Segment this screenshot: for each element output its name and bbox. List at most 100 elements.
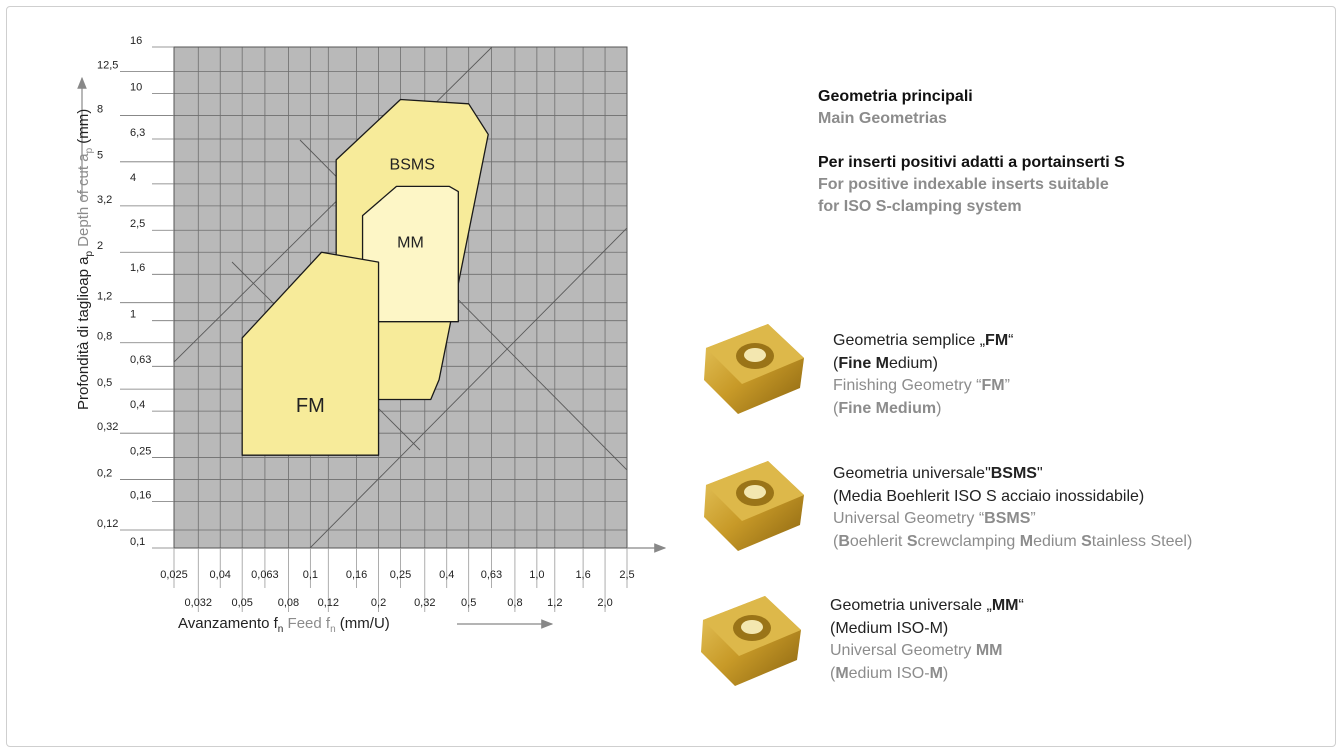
text-segment: “ [1018, 597, 1024, 614]
text-segment: “ [1008, 332, 1014, 349]
x-tick-label: 0,04 [210, 569, 231, 581]
text-segment: Finishing Geometry “ [833, 377, 982, 394]
region [241, 251, 380, 456]
text-segment: S [906, 532, 918, 550]
axis-title-part: Feed f [283, 615, 331, 632]
insert-line: Universal Geometry “BSMS” [833, 508, 1192, 531]
x-tick-label: 0,032 [185, 597, 213, 609]
insert-line: (Medium ISO-M) [830, 618, 1024, 641]
axis-title-part: (mm/U) [336, 615, 390, 632]
text-segment: Fine Medium [838, 399, 937, 417]
frame [6, 6, 1336, 747]
text-segment: BSMS [984, 510, 1031, 527]
insert-line: (Fine Medium) [833, 398, 1013, 421]
text-segment: ) [942, 664, 949, 682]
x-tick-label: 0,08 [278, 597, 299, 609]
axis-title-part: Depth of cut a [75, 153, 92, 251]
insert-line: Geometria universale „MM“ [830, 595, 1024, 618]
y-tick-label: 0,1 [130, 536, 145, 548]
text-segment: FM [985, 332, 1009, 349]
x-tick-label: 0,1 [303, 569, 318, 581]
x-tick-label: 1,2 [547, 597, 562, 609]
x-axis-title: Avanzamento fn Feed fn (mm/U) [178, 615, 390, 635]
x-tick-label: 0,8 [507, 597, 522, 609]
y-tick-label: 10 [130, 81, 142, 93]
text-segment: ” [1004, 377, 1010, 394]
axis-title-part: n [330, 624, 336, 635]
insert-line: Geometria semplice „FM“ [833, 330, 1013, 353]
text-segment: FM [981, 377, 1005, 394]
y-tick-label: 0,8 [97, 331, 112, 343]
axis-title-part: p [84, 147, 95, 153]
text-segment: ” [1030, 510, 1036, 527]
y-tick-label: 0,5 [97, 377, 112, 389]
text-segment: ) [936, 399, 942, 417]
text-segment: Geometria universale „ [830, 597, 992, 614]
insert-image [704, 324, 804, 414]
x-tick-label: 0,063 [251, 569, 279, 581]
text-segment: Universal Geometry “ [833, 510, 985, 527]
info: Geometria principali Main Geometrias Per… [818, 86, 1125, 218]
insert-image [704, 461, 804, 551]
text-segment: MM [991, 597, 1019, 614]
axis-title-part: p [84, 251, 95, 257]
info-subtitle: Per inserti positivi adatti a portainser… [818, 154, 1125, 171]
x-tick-label: 2,5 [619, 569, 634, 581]
info-title-en: Main Geometrias [818, 110, 947, 127]
insert-line: (Boehlerit Screwclamping Medium Stainles… [833, 531, 1192, 554]
y-tick-label: 8 [97, 103, 103, 115]
x-tick-label: 0,25 [390, 569, 411, 581]
text-segment: tainless Steel) [1091, 532, 1193, 550]
y-tick-label: 16 [130, 35, 142, 47]
x-tick-label: 0,63 [481, 569, 502, 581]
y-tick-label: 0,12 [97, 518, 118, 530]
y-tick-label: 0,63 [130, 354, 151, 366]
text-segment: ( [833, 532, 839, 550]
text-segment: M [1019, 532, 1034, 550]
y-tick-label: 2 [97, 240, 103, 252]
x-tick-label: 0,05 [231, 597, 252, 609]
axis-title-part: Avanzamento f [178, 615, 279, 632]
y-tick-label: 4 [130, 172, 136, 184]
x-tick-label: 0,025 [160, 569, 188, 581]
y-tick-label: 0,16 [130, 490, 151, 502]
info-subtitle-en: for ISO S-clamping system [818, 198, 1022, 215]
insert-line: Finishing Geometry “FM” [833, 375, 1013, 398]
y-tick-label: 1,2 [97, 291, 112, 303]
text-segment: crewclamping [917, 532, 1020, 550]
text-segment: Universal Geometry [830, 642, 976, 659]
text-segment: (Media Boehlerit ISO S acciaio inossidab… [833, 487, 1145, 505]
insert-description: Geometria universale „MM“ (Medium ISO-M) U… [830, 595, 1024, 685]
region-label: FM [296, 395, 325, 417]
text-segment: BSMS [990, 465, 1037, 482]
y-tick-label: 3,2 [97, 194, 112, 206]
y-tick-label: 0,2 [97, 467, 112, 479]
insert-image [701, 596, 801, 686]
text-segment: edium [1033, 532, 1082, 550]
info-title: Geometria principali [818, 88, 973, 105]
x-tick-label: 1,6 [575, 569, 590, 581]
x-tick-label: 2,0 [597, 597, 612, 609]
insert-line: (Fine Medium) [833, 353, 1013, 376]
text-segment: ( [833, 354, 839, 372]
y-tick-label: 2,5 [130, 218, 145, 230]
y-tick-label: 1,6 [130, 262, 145, 274]
x-tick-label: 1,0 [529, 569, 544, 581]
text-segment: Fine M [838, 354, 889, 372]
text-segment: M [835, 664, 849, 682]
text-segment: edium) [889, 354, 938, 372]
insert-line: Geometria universale"BSMS" [833, 463, 1192, 486]
x-tick-label: 0,32 [414, 597, 435, 609]
info-subtitle-en: For positive indexable inserts suitable [818, 176, 1109, 193]
y-tick-label: 0,32 [97, 421, 118, 433]
x-tick-label: 0,16 [346, 569, 367, 581]
y-tick-label: 0,25 [130, 445, 151, 457]
y-tick-label: 0,4 [130, 399, 145, 411]
text-segment: oehlerit [849, 532, 907, 550]
insert-line: (Medium ISO-M) [830, 663, 1024, 686]
insert-description: Geometria universale"BSMS" (Media Boehler… [833, 463, 1192, 553]
axis-title-part: (mm) [75, 109, 92, 148]
text-segment: ( [833, 399, 839, 417]
